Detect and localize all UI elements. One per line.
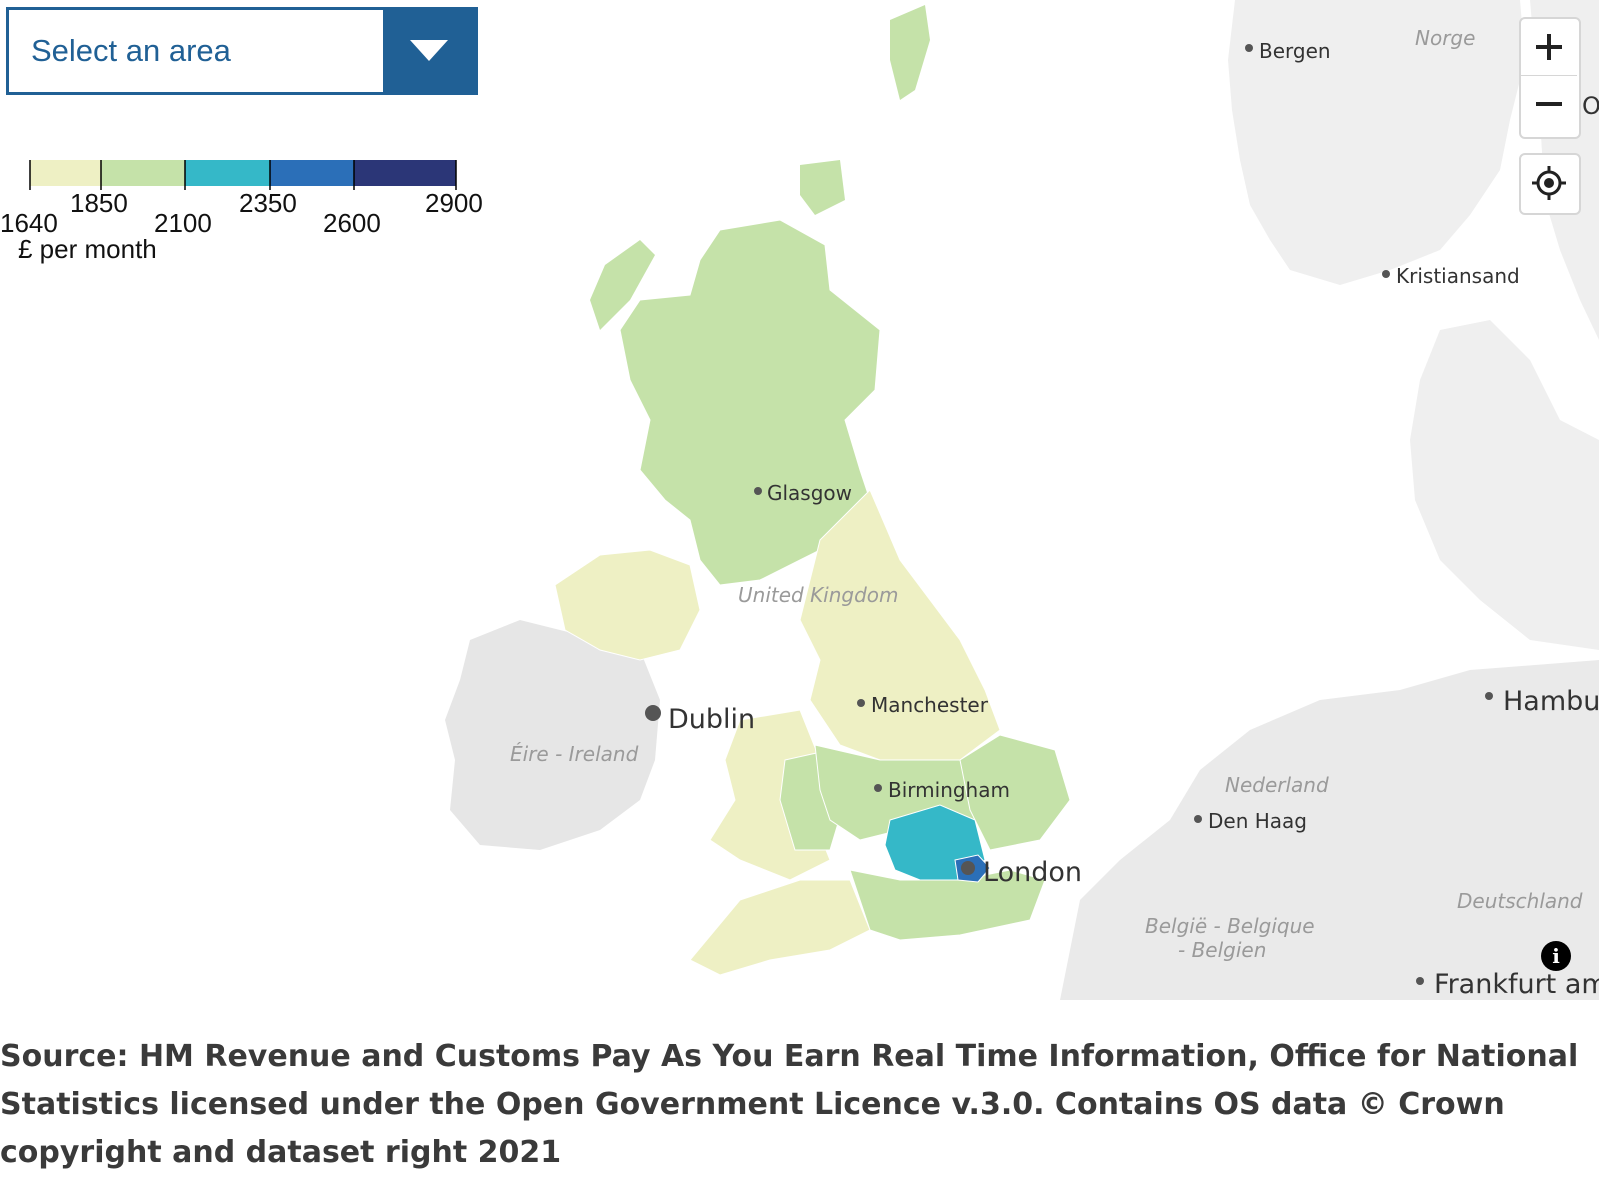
land-n-ireland <box>554 549 701 661</box>
city-label-hamburg: Hambu <box>1503 686 1599 717</box>
map-canvas[interactable]: Glasgow Manchester Birmingham London Dub… <box>0 0 1599 1000</box>
country-label-belgium-1: België - Belgique <box>1145 914 1315 938</box>
city-label-glasgow: Glasgow <box>767 481 852 505</box>
legend-swatch-1 <box>30 160 101 186</box>
legend: 1640 1850 2100 2350 2600 2900 £ per mont… <box>0 150 500 270</box>
legend-scale <box>29 160 457 190</box>
legend-break-2100: 2100 <box>154 208 212 238</box>
city-label-bergen: Bergen <box>1259 39 1331 63</box>
info-button[interactable]: i <box>1541 941 1571 971</box>
locate-control <box>1519 153 1581 215</box>
land-east-england <box>959 734 1071 851</box>
locate-button[interactable] <box>1521 155 1577 211</box>
legend-break-1640: 1640 <box>0 208 58 238</box>
land-shetland <box>890 5 930 100</box>
legend-break-1850: 1850 <box>70 188 128 218</box>
locate-icon <box>1532 166 1566 200</box>
legend-break-2900: 2900 <box>425 188 483 218</box>
country-label-ireland: Éire - Ireland <box>510 742 639 766</box>
area-select-toggle[interactable] <box>383 10 475 92</box>
info-icon: i <box>1552 944 1560 968</box>
country-label-netherlands: Nederland <box>1225 773 1329 797</box>
city-markers <box>645 44 1493 985</box>
zoom-out-button[interactable] <box>1521 76 1577 132</box>
legend-swatch-3 <box>185 160 270 186</box>
zoom-in-button[interactable] <box>1521 19 1577 76</box>
chevron-down-icon <box>410 40 448 61</box>
legend-swatch-2 <box>101 160 185 186</box>
basemap: Glasgow Manchester Birmingham London Dub… <box>445 0 1599 1000</box>
land-south-west <box>689 879 871 976</box>
land-ireland <box>445 620 660 850</box>
city-label-manchester: Manchester <box>871 693 989 717</box>
legend-swatch-5 <box>354 160 456 186</box>
country-label-uk: United Kingdom <box>738 583 899 607</box>
city-label-oslo: O <box>1582 92 1599 120</box>
zoom-controls <box>1519 17 1581 139</box>
city-label-dublin: Dublin <box>668 704 755 735</box>
country-label-norway: Norge <box>1415 26 1475 50</box>
city-label-den-haag: Den Haag <box>1208 809 1307 833</box>
land-hebrides <box>590 240 655 330</box>
land-scotland-north <box>800 160 845 215</box>
city-label-london: London <box>983 857 1082 888</box>
city-label-birmingham: Birmingham <box>888 778 1010 802</box>
area-select-label: Select an area <box>31 33 231 68</box>
city-label-frankfurt: Frankfurt am <box>1434 969 1599 1000</box>
country-label-germany: Deutschland <box>1457 889 1583 913</box>
land-norway <box>1228 0 1525 285</box>
zoom-in-icon <box>1536 34 1562 60</box>
land-denmark <box>1410 320 1599 650</box>
legend-swatch-4 <box>270 160 354 186</box>
legend-unit: £ per month <box>18 234 157 264</box>
land-north-england <box>799 489 1001 761</box>
area-select-dropdown[interactable]: Select an area <box>6 7 478 95</box>
source-note: Source: HM Revenue and Customs Pay As Yo… <box>0 1039 1579 1170</box>
country-label-belgium-2: - Belgien <box>1178 938 1266 962</box>
city-label-kristiansand: Kristiansand <box>1396 264 1520 288</box>
zoom-out-icon <box>1536 102 1562 106</box>
legend-break-2600: 2600 <box>323 208 381 238</box>
legend-break-2350: 2350 <box>239 188 297 218</box>
land-scotland <box>619 219 881 586</box>
land-continent <box>1060 660 1599 1000</box>
